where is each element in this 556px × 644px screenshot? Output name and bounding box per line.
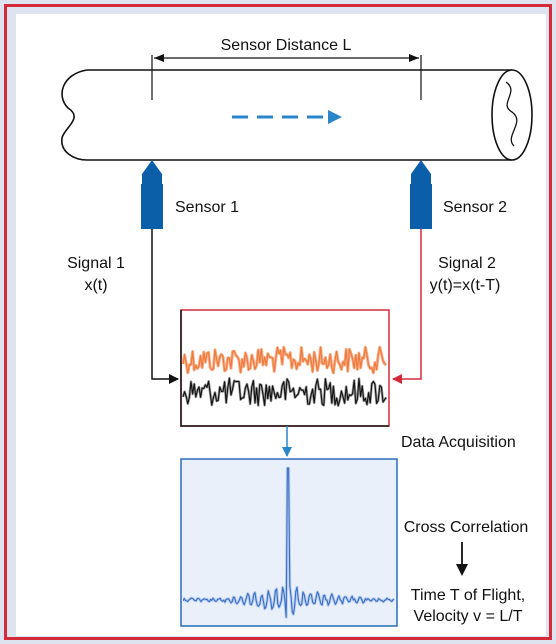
cross-correlation-label: Cross Correlation	[404, 519, 528, 536]
sensor-1-label: Sensor 1	[175, 199, 239, 216]
data-acquisition-label: Data Acquisition	[401, 434, 516, 451]
flow-arrow-icon	[232, 110, 342, 124]
correlation-trace	[183, 467, 395, 618]
signal-2-trace	[182, 346, 387, 374]
signal-1-name: Signal 1	[67, 255, 125, 272]
sensor-1-probe-icon	[141, 160, 163, 229]
signal-2-line	[392, 229, 422, 384]
signal-1-trace	[182, 377, 387, 407]
pipe	[61, 69, 533, 161]
signal-2-expression: y(t)=x(t-T)	[430, 277, 501, 294]
time-of-flight-label: Time T of Flight,	[411, 587, 525, 604]
sensor-2-label: Sensor 2	[443, 199, 507, 216]
signal-1-expression: x(t)	[84, 277, 107, 294]
velocity-label: Velocity v = L/T	[414, 608, 523, 625]
sensor-2-probe-icon	[410, 160, 432, 229]
sensor-distance-label: Sensor Distance L	[221, 37, 352, 54]
signal-2-name: Signal 2	[438, 255, 496, 272]
result-arrow-icon	[456, 542, 468, 576]
signal-1-line	[151, 229, 179, 384]
cross-correlation-plot	[180, 458, 398, 627]
sensor-distance-dimension	[151, 54, 422, 100]
data-acquisition-scope	[180, 309, 390, 427]
